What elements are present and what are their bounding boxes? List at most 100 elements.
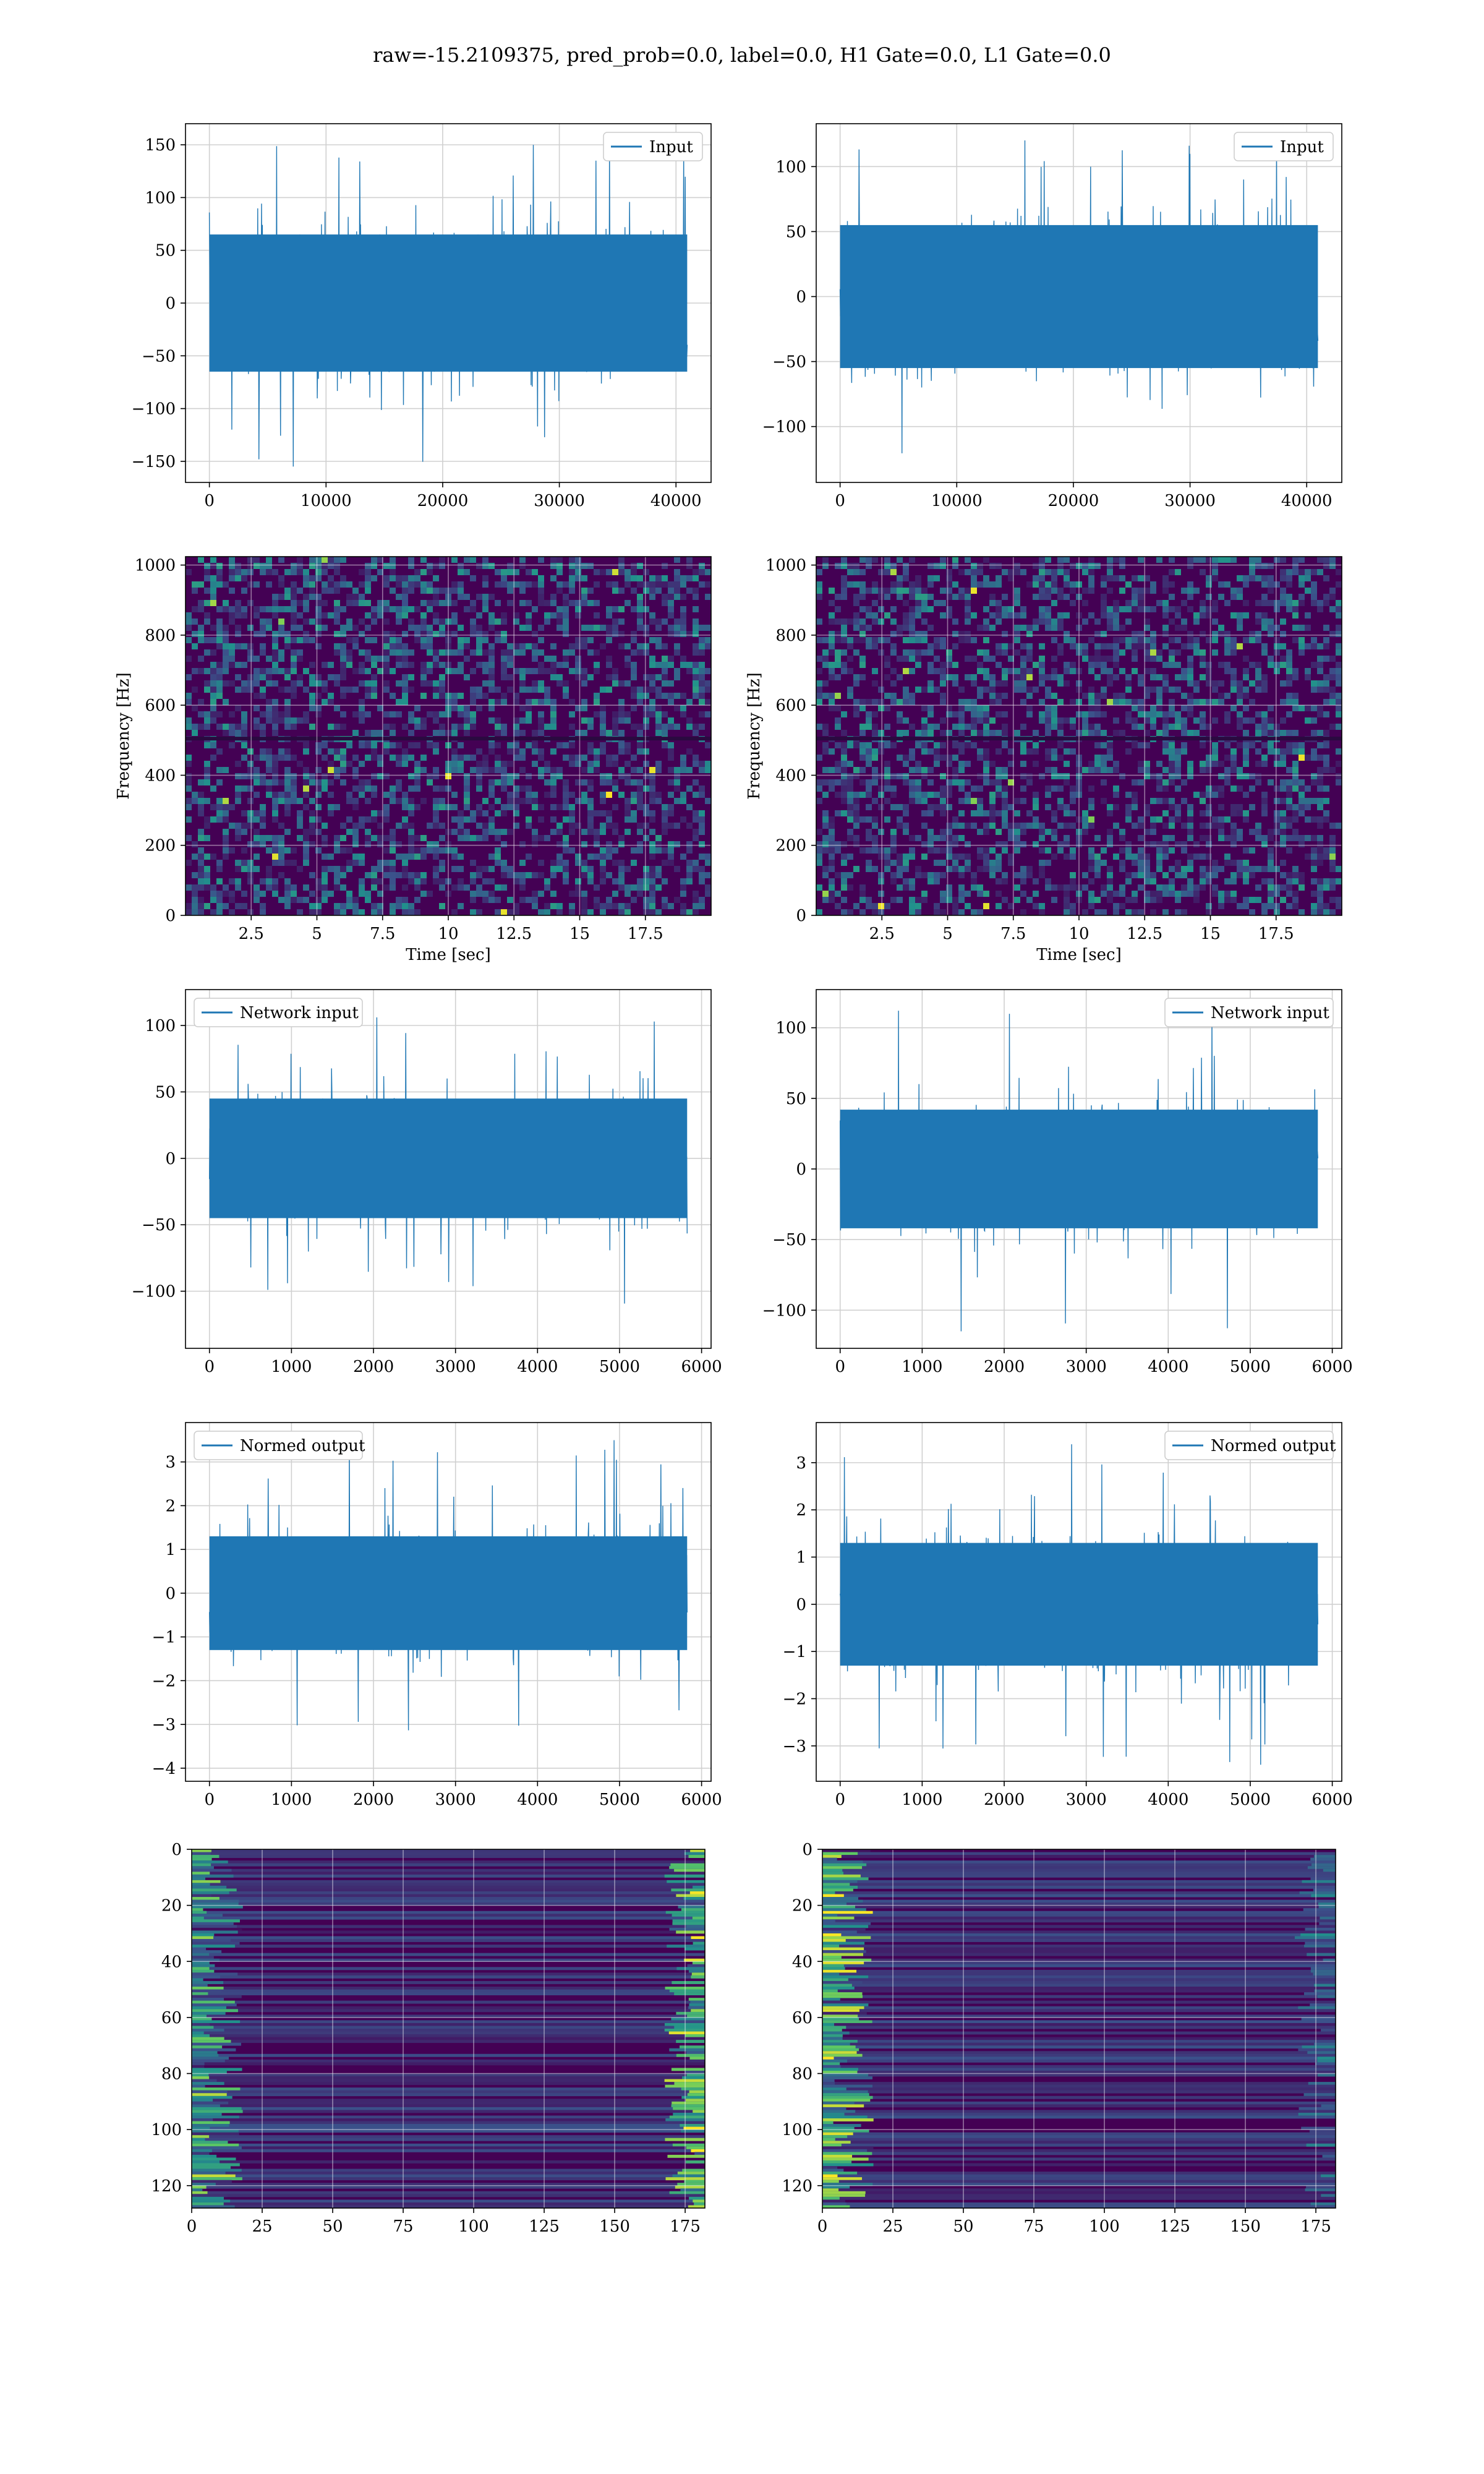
spectrogram-h1-cell	[315, 643, 322, 649]
spectrogram-h1-cell	[600, 878, 606, 884]
spectrogram-h1-cell	[396, 785, 402, 792]
spectrogram-l1-cell	[1274, 816, 1280, 823]
spectrogram-l1-cell	[859, 792, 866, 798]
spectrogram-l1-cell	[1125, 816, 1132, 823]
spectrogram-h1-cell	[186, 674, 192, 680]
spectrogram-h1-cell	[272, 878, 278, 884]
spectrogram-h1-cell	[655, 625, 662, 631]
spectrogram-l1-cell	[866, 847, 872, 854]
spectrogram-l1-cell	[897, 699, 903, 705]
spectrogram-l1-cell	[909, 909, 915, 915]
spectrogram-l1-cell	[1212, 884, 1218, 891]
spectrogram-l1-cell	[1039, 823, 1045, 829]
spectrogram-l1-cell	[822, 872, 829, 878]
spectrogram-h1-cell	[322, 866, 328, 872]
spectrogram-l1-cell	[1243, 730, 1249, 736]
spectrogram-h1-cell	[693, 643, 699, 649]
spectrogram-l1-cell	[1033, 792, 1039, 798]
spectrogram-h1-cell	[544, 687, 550, 693]
spectrogram-h1-cell	[544, 767, 550, 773]
spectrogram-l1-cell	[1107, 569, 1113, 575]
spectrogram-h1-cell	[192, 854, 198, 860]
spectrogram-l1-cell	[1039, 581, 1045, 588]
spectrogram-h1-cell	[501, 693, 507, 699]
spectrogram-h1-cell	[322, 841, 328, 847]
spectrogram-h1-xtick-label-5: 15	[569, 925, 590, 943]
spectrogram-l1-cell	[909, 785, 915, 792]
spectrogram-l1-cell	[952, 866, 958, 872]
spectrogram-h1-cell	[526, 854, 532, 860]
spectrogram-l1-cell	[872, 618, 878, 625]
spectrogram-h1-cell	[482, 680, 488, 687]
spectrogram-l1-cell	[1280, 643, 1286, 649]
spectrogram-l1-cell	[1020, 891, 1026, 897]
spectrogram-l1-cell	[1261, 674, 1268, 680]
spectrogram-h1-cell	[501, 569, 507, 575]
spectrogram-h1-cell	[186, 717, 192, 724]
spectrogram-h1-cell	[674, 588, 680, 594]
spectrogram-h1-cell	[594, 841, 600, 847]
spectrogram-l1-cell	[1280, 588, 1286, 594]
spectrogram-l1-cell	[872, 699, 878, 705]
spectrogram-h1-cell	[284, 699, 291, 705]
spectrogram-l1-cell	[983, 711, 989, 717]
spectrogram-h1-cell	[569, 792, 575, 798]
spectrogram-l1-cell	[816, 693, 822, 699]
spectrogram-h1-cell	[532, 643, 538, 649]
spectrogram-l1-cell	[897, 625, 903, 631]
spectrogram-h1-cell	[513, 717, 519, 724]
spectrogram-l1-cell	[866, 637, 872, 643]
spectrogram-h1-cell	[210, 637, 216, 643]
spectrogram-h1-cell	[550, 748, 556, 755]
spectrogram-l1-cell	[1026, 668, 1033, 674]
spectrogram-l1-cell	[1094, 761, 1101, 767]
spectrogram-l1-cell	[1280, 618, 1286, 625]
spectrogram-l1-cell	[1014, 668, 1020, 674]
spectrogram-h1-cell	[241, 662, 247, 668]
spectrogram-l1-cell	[1336, 649, 1342, 656]
spectrogram-h1-cell	[328, 854, 334, 860]
spectrogram-h1-cell	[587, 878, 594, 884]
spectrogram-h1-cell	[439, 878, 445, 884]
spectrogram-h1-cell	[303, 569, 309, 575]
spectrogram-l1-ytick-label-1: 200	[775, 837, 806, 855]
spectrogram-l1-cell	[1020, 674, 1026, 680]
spectrogram-l1-cell	[1014, 612, 1020, 618]
spectrogram-h1-cell	[186, 816, 192, 823]
spectrogram-h1-cell	[649, 687, 655, 693]
spectrogram-l1-cell	[1323, 711, 1329, 717]
spectrogram-l1-cell	[1181, 872, 1187, 878]
spectrogram-h1-cell	[402, 761, 408, 767]
spectrogram-h1-cell	[699, 711, 705, 717]
spectrogram-h1-cell	[402, 804, 408, 810]
spectrogram-l1-cell	[1329, 854, 1336, 860]
spectrogram-h1-ylabel: Frequency [Hz]	[114, 672, 133, 800]
spectrogram-h1-cell	[451, 854, 458, 860]
spectrogram-h1-cell	[309, 816, 315, 823]
spectrogram-l1-cell	[1156, 773, 1162, 779]
spectrogram-h1-cell	[254, 767, 260, 773]
spectrogram-l1-cell	[1070, 847, 1076, 854]
spectrogram-h1-cell	[309, 823, 315, 829]
spectrogram-h1-cell	[223, 699, 229, 705]
spectrogram-h1-cell	[322, 773, 328, 779]
spectrogram-h1-cell	[705, 860, 711, 866]
spectrogram-h1-cell	[464, 724, 470, 730]
spectrogram-h1-cell	[458, 649, 464, 656]
spectrogram-l1-cell	[1125, 872, 1132, 878]
spectrogram-h1-cell	[538, 594, 544, 600]
spectrogram-l1-cell	[822, 792, 829, 798]
spectrogram-l1-cell	[1224, 779, 1230, 785]
spectrogram-l1-cell	[958, 761, 965, 767]
spectrogram-h1-cell	[340, 903, 346, 909]
spectrogram-h1-cell	[340, 662, 346, 668]
spectrogram-h1-cell	[377, 810, 383, 816]
spectrogram-l1-cell	[934, 903, 940, 909]
spectrogram-l1-cell	[1101, 767, 1107, 773]
spectrogram-h1-cell	[519, 730, 526, 736]
spectrogram-l1-cell	[816, 847, 822, 854]
spectrogram-h1-cell	[352, 798, 359, 804]
spectrogram-h1-cell	[365, 897, 371, 903]
spectrogram-l1-cell	[1094, 866, 1101, 872]
spectrogram-l1-cell	[1014, 884, 1020, 891]
